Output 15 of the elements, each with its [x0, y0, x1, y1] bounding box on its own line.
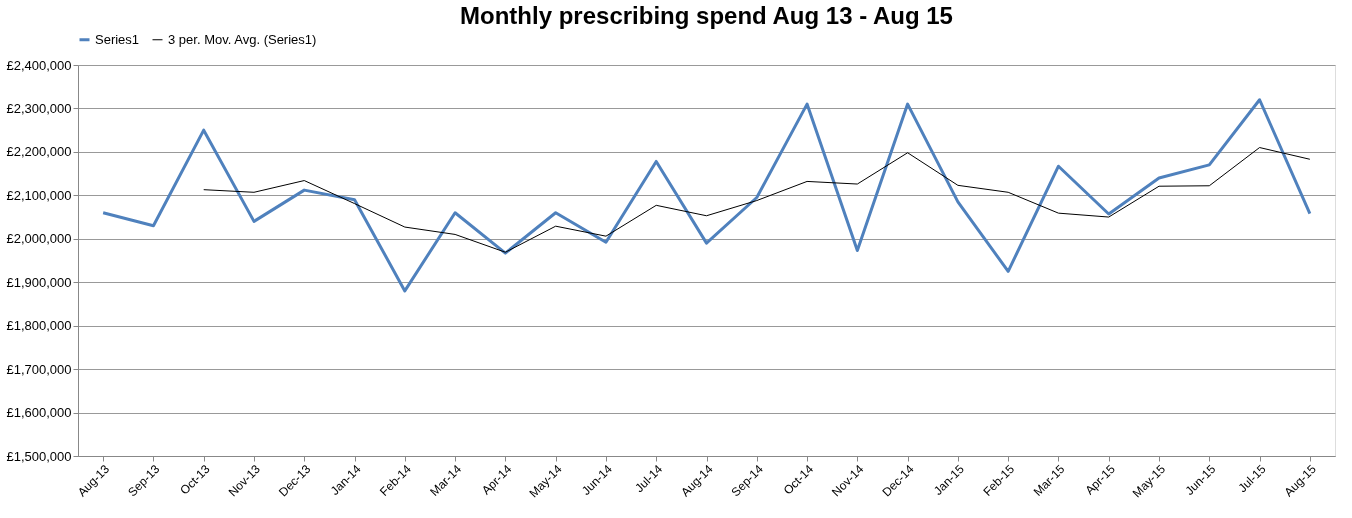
y-tick-label: £1,800,000 — [6, 318, 72, 334]
y-tick-label: £2,300,000 — [6, 100, 72, 116]
y-tick-label: £1,500,000 — [6, 448, 72, 464]
y-tick-label: £2,100,000 — [6, 187, 72, 203]
chart-title: Monthly prescribing spend Aug 13 - Aug 15 — [460, 2, 953, 29]
line-series — [203, 147, 1311, 253]
y-tick-label: £2,400,000 — [6, 57, 72, 73]
legend-label: 3 per. Mov. Avg. (Series1) — [168, 31, 317, 47]
line-series — [101, 98, 1312, 293]
y-tick-label: £1,600,000 — [6, 405, 72, 421]
y-tick-label: £2,000,000 — [6, 231, 72, 247]
legend-label: Series1 — [95, 31, 140, 47]
y-tick-label: £2,200,000 — [6, 144, 72, 160]
y-tick-label: £1,900,000 — [6, 274, 72, 290]
y-tick-label: £1,700,000 — [6, 361, 72, 377]
